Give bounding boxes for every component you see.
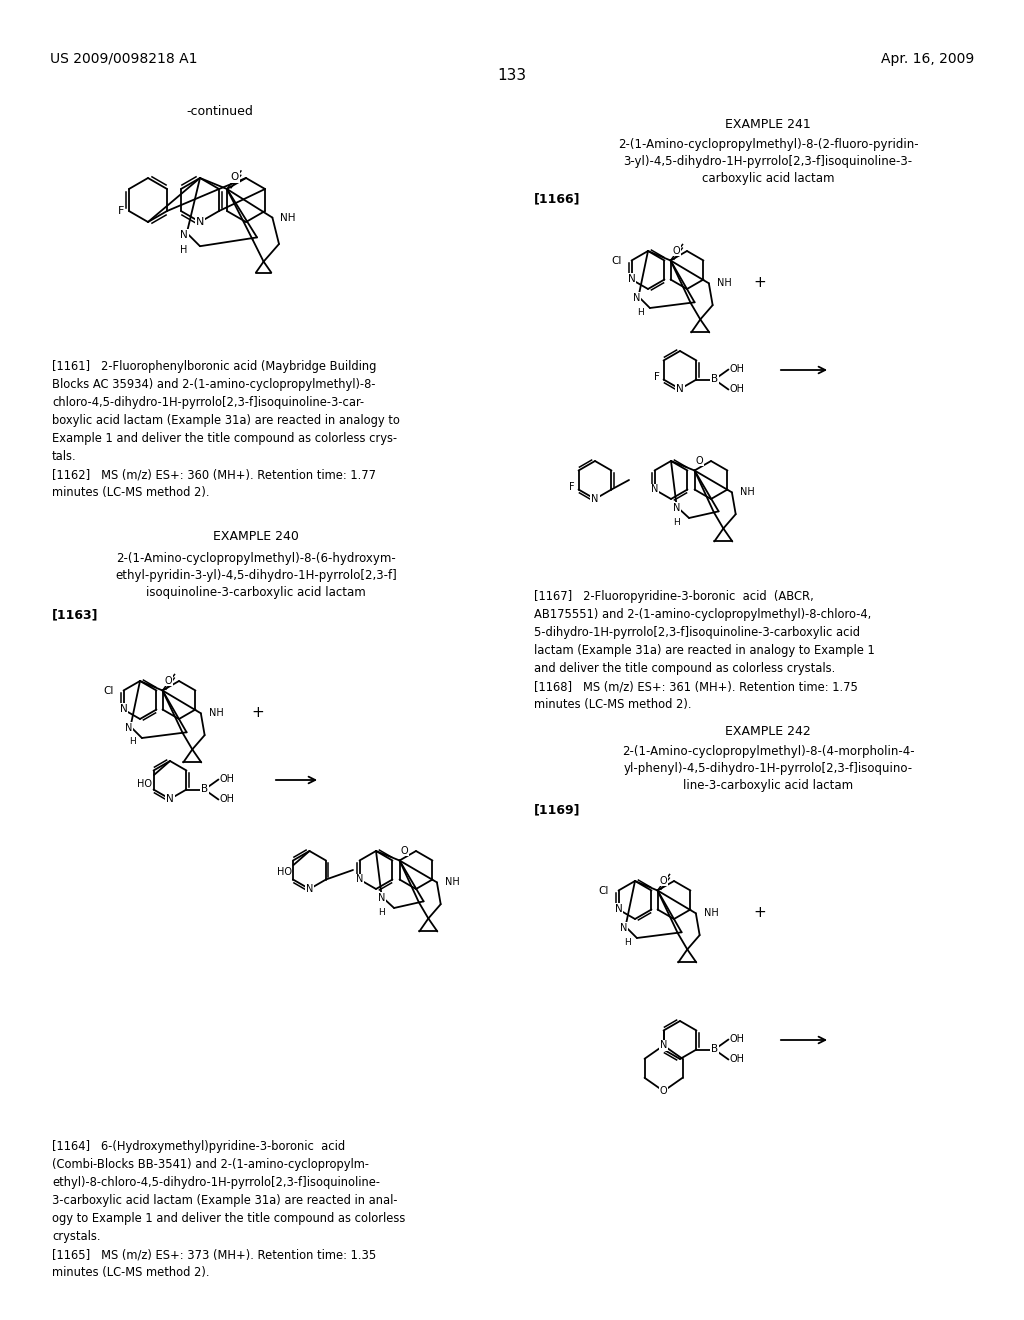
Text: 3-yl)-4,5-dihydro-1H-pyrrolo[2,3-f]isoquinoline-3-: 3-yl)-4,5-dihydro-1H-pyrrolo[2,3-f]isoqu… — [624, 154, 912, 168]
Text: line-3-carboxylic acid lactam: line-3-carboxylic acid lactam — [683, 779, 853, 792]
Text: Blocks AC 35934) and 2-(1-amino-cyclopropylmethyl)-8-: Blocks AC 35934) and 2-(1-amino-cyclopro… — [52, 378, 376, 391]
Text: 133: 133 — [498, 69, 526, 83]
Text: [1167]   2-Fluoropyridine-3-boronic  acid  (ABCR,: [1167] 2-Fluoropyridine-3-boronic acid (… — [534, 590, 814, 603]
Text: H: H — [378, 908, 385, 916]
Text: ethyl)-8-chloro-4,5-dihydro-1H-pyrrolo[2,3-f]isoquinoline-: ethyl)-8-chloro-4,5-dihydro-1H-pyrrolo[2… — [52, 1176, 380, 1189]
Text: Cl: Cl — [103, 685, 114, 696]
Text: [1165]   MS (m/z) ES+: 373 (MH+). Retention time: 1.35: [1165] MS (m/z) ES+: 373 (MH+). Retentio… — [52, 1247, 376, 1261]
Text: AB175551) and 2-(1-amino-cyclopropylmethyl)-8-chloro-4,: AB175551) and 2-(1-amino-cyclopropylmeth… — [534, 609, 871, 620]
Text: F: F — [118, 206, 124, 216]
Text: ethyl-pyridin-3-yl)-4,5-dihydro-1H-pyrrolo[2,3-f]: ethyl-pyridin-3-yl)-4,5-dihydro-1H-pyrro… — [115, 569, 397, 582]
Text: Cl: Cl — [598, 886, 608, 895]
Text: B: B — [711, 375, 718, 384]
Text: +: + — [754, 275, 766, 290]
Text: N: N — [196, 216, 204, 227]
Text: O: O — [165, 676, 172, 685]
Text: -continued: -continued — [186, 106, 253, 117]
Text: [1164]   6-(Hydroxymethyl)pyridine-3-boronic  acid: [1164] 6-(Hydroxymethyl)pyridine-3-boron… — [52, 1140, 345, 1152]
Text: N: N — [633, 293, 640, 302]
Text: N: N — [180, 230, 187, 240]
Text: F: F — [569, 483, 574, 492]
Text: N: N — [676, 384, 684, 393]
Text: minutes (LC-MS method 2).: minutes (LC-MS method 2). — [52, 486, 210, 499]
Text: B: B — [711, 1044, 718, 1055]
Text: isoquinoline-3-carboxylic acid lactam: isoquinoline-3-carboxylic acid lactam — [146, 586, 366, 599]
Text: Example 1 and deliver the title compound as colorless crys-: Example 1 and deliver the title compound… — [52, 432, 397, 445]
Text: N: N — [614, 904, 623, 915]
Text: OH: OH — [219, 775, 234, 784]
Text: [1163]: [1163] — [52, 609, 98, 620]
Text: OH: OH — [729, 1055, 744, 1064]
Text: OH: OH — [729, 384, 744, 395]
Text: minutes (LC-MS method 2).: minutes (LC-MS method 2). — [534, 698, 691, 711]
Text: HO: HO — [276, 867, 292, 876]
Text: O: O — [659, 875, 668, 886]
Text: +: + — [252, 705, 264, 719]
Text: [1169]: [1169] — [534, 803, 581, 816]
Text: OH: OH — [219, 795, 234, 804]
Text: N: N — [356, 874, 364, 884]
Text: and deliver the title compound as colorless crystals.: and deliver the title compound as colorl… — [534, 663, 836, 675]
Text: boxylic acid lactam (Example 31a) are reacted in analogy to: boxylic acid lactam (Example 31a) are re… — [52, 414, 400, 426]
Text: OH: OH — [729, 364, 744, 375]
Text: 2-(1-Amino-cyclopropylmethyl)-8-(2-fluoro-pyridin-: 2-(1-Amino-cyclopropylmethyl)-8-(2-fluor… — [617, 139, 919, 150]
Text: [1166]: [1166] — [534, 191, 581, 205]
Text: +: + — [754, 906, 766, 920]
Text: [1162]   MS (m/z) ES+: 360 (MH+). Retention time: 1.77: [1162] MS (m/z) ES+: 360 (MH+). Retentio… — [52, 469, 376, 480]
Text: 5-dihydro-1H-pyrrolo[2,3-f]isoquinoline-3-carboxylic acid: 5-dihydro-1H-pyrrolo[2,3-f]isoquinoline-… — [534, 626, 860, 639]
Text: Apr. 16, 2009: Apr. 16, 2009 — [881, 51, 974, 66]
Text: tals.: tals. — [52, 450, 77, 463]
Text: N: N — [620, 923, 627, 933]
Text: lactam (Example 31a) are reacted in analogy to Example 1: lactam (Example 31a) are reacted in anal… — [534, 644, 874, 657]
Text: minutes (LC-MS method 2).: minutes (LC-MS method 2). — [52, 1266, 210, 1279]
Text: N: N — [628, 275, 636, 285]
Text: H: H — [129, 737, 136, 746]
Text: O: O — [400, 846, 409, 855]
Text: HO: HO — [137, 779, 152, 789]
Text: B: B — [201, 784, 208, 795]
Text: carboxylic acid lactam: carboxylic acid lactam — [701, 172, 835, 185]
Text: 3-carboxylic acid lactam (Example 31a) are reacted in anal-: 3-carboxylic acid lactam (Example 31a) a… — [52, 1195, 397, 1206]
Text: crystals.: crystals. — [52, 1230, 100, 1243]
Text: H: H — [180, 246, 187, 255]
Text: [1161]   2-Fluorophenylboronic acid (Maybridge Building: [1161] 2-Fluorophenylboronic acid (Maybr… — [52, 360, 377, 374]
Text: Cl: Cl — [611, 256, 622, 265]
Text: O: O — [695, 455, 703, 466]
Text: N: N — [659, 1040, 668, 1051]
Text: [1168]   MS (m/z) ES+: 361 (MH+). Retention time: 1.75: [1168] MS (m/z) ES+: 361 (MH+). Retentio… — [534, 680, 858, 693]
Text: NH: NH — [209, 709, 223, 718]
Text: chloro-4,5-dihydro-1H-pyrrolo[2,3-f]isoquinoline-3-car-: chloro-4,5-dihydro-1H-pyrrolo[2,3-f]isoq… — [52, 396, 365, 409]
Text: H: H — [674, 517, 680, 527]
Text: yl-phenyl)-4,5-dihydro-1H-pyrrolo[2,3-f]isoquino-: yl-phenyl)-4,5-dihydro-1H-pyrrolo[2,3-f]… — [624, 762, 912, 775]
Text: ogy to Example 1 and deliver the title compound as colorless: ogy to Example 1 and deliver the title c… — [52, 1212, 406, 1225]
Text: EXAMPLE 241: EXAMPLE 241 — [725, 117, 811, 131]
Text: US 2009/0098218 A1: US 2009/0098218 A1 — [50, 51, 198, 66]
Text: OH: OH — [729, 1035, 744, 1044]
Text: (Combi-Blocks BB-3541) and 2-(1-amino-cyclopropylm-: (Combi-Blocks BB-3541) and 2-(1-amino-cy… — [52, 1158, 369, 1171]
Text: N: N — [306, 884, 313, 894]
Text: N: N — [120, 705, 127, 714]
Text: NH: NH — [703, 908, 719, 919]
Text: 2-(1-Amino-cyclopropylmethyl)-8-(4-morpholin-4-: 2-(1-Amino-cyclopropylmethyl)-8-(4-morph… — [622, 744, 914, 758]
Text: N: N — [166, 795, 174, 804]
Text: O: O — [673, 246, 680, 256]
Text: NH: NH — [717, 279, 731, 288]
Text: N: N — [651, 484, 658, 495]
Text: 2-(1-Amino-cyclopropylmethyl)-8-(6-hydroxym-: 2-(1-Amino-cyclopropylmethyl)-8-(6-hydro… — [116, 552, 396, 565]
Text: N: N — [673, 503, 680, 512]
Text: N: N — [378, 892, 385, 903]
Text: H: H — [637, 308, 644, 317]
Text: H: H — [624, 937, 631, 946]
Text: N: N — [591, 494, 599, 504]
Text: F: F — [653, 372, 659, 383]
Text: O: O — [659, 1086, 668, 1096]
Text: NH: NH — [740, 487, 755, 498]
Text: EXAMPLE 242: EXAMPLE 242 — [725, 725, 811, 738]
Text: O: O — [230, 172, 239, 182]
Text: N: N — [125, 722, 132, 733]
Text: EXAMPLE 240: EXAMPLE 240 — [213, 531, 299, 543]
Text: NH: NH — [281, 213, 296, 223]
Text: NH: NH — [444, 878, 460, 887]
